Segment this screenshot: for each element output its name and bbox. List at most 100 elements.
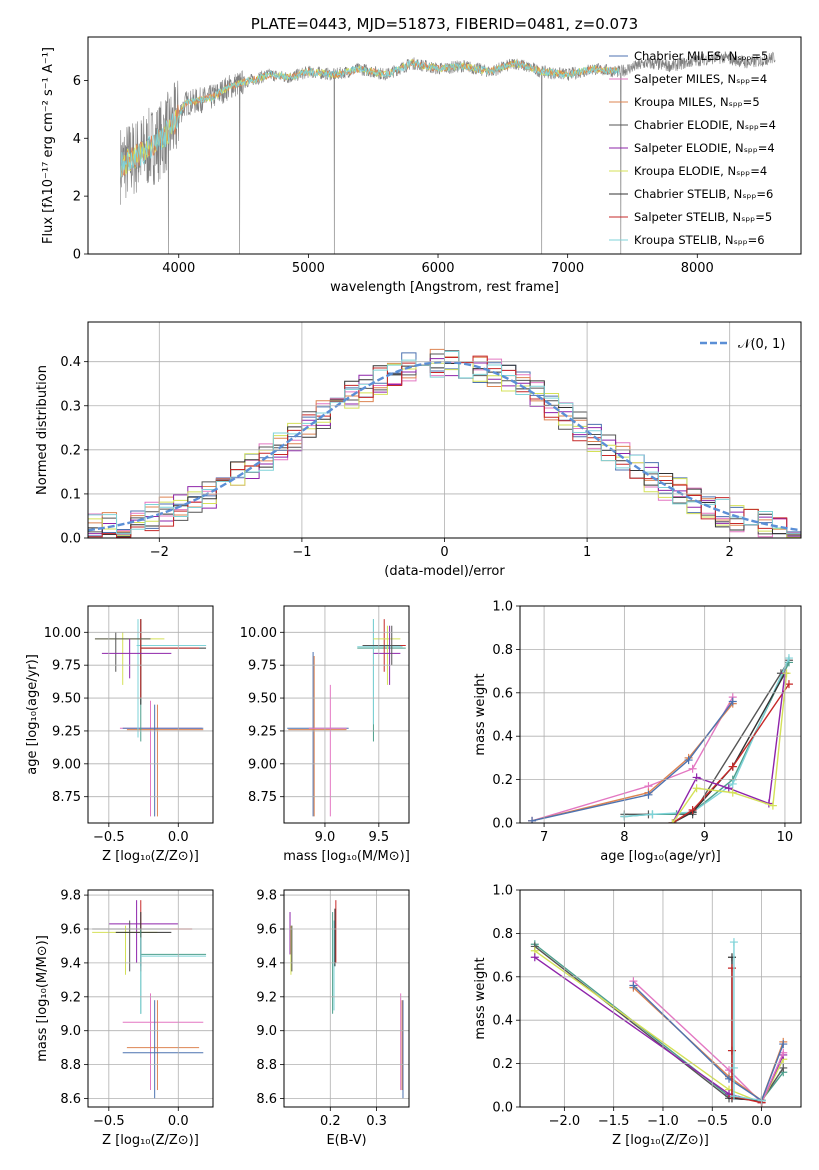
series-line (632, 984, 784, 1102)
data-point-marker (688, 805, 697, 814)
y-tick-label: 0.8 (492, 643, 513, 658)
data-point-marker (688, 764, 697, 773)
x-tick-label: 9.5 (368, 830, 389, 845)
y-tick-label: 8.75 (52, 790, 81, 805)
y-tick-label: 8.75 (248, 790, 277, 805)
series-line (534, 943, 784, 1102)
data-point-marker (782, 669, 791, 678)
legend-entry: 𝒩(0, 1) (738, 337, 785, 352)
data-point-marker (727, 953, 736, 962)
error-cross (357, 619, 406, 742)
x-tick-label: 8000 (681, 261, 714, 276)
x-tick-label: 7 (540, 830, 548, 845)
legend-entry: Salpeter ELODIE, Nₛₚₚ=4 (634, 141, 775, 155)
y-tick-label: 9.4 (256, 956, 277, 971)
series-line (671, 673, 786, 823)
x-tick-label: 5000 (292, 261, 325, 276)
x-axis-label: mass [log₁₀(M/M⊙)] (283, 849, 410, 864)
error-cross (122, 1000, 204, 1099)
x-tick-label: −0.5 (93, 830, 125, 845)
y-tick-label: 10.00 (240, 626, 277, 641)
data-point-marker (729, 938, 738, 947)
panel-age_vs_Z: −0.5 0.0 8.75 9.00 9.25 9.50 9.75 10.00 Z [log₁₀… (25, 605, 214, 864)
x-axis-label: Z [log₁₀(Z/Z⊙)] (612, 1133, 709, 1148)
data-point-marker (728, 697, 737, 706)
x-tick-label: −1.5 (598, 1114, 630, 1129)
x-tick-label: 0.0 (168, 830, 189, 845)
x-tick-label: 0 (440, 545, 448, 560)
series-line (672, 683, 790, 823)
error-cross (92, 920, 172, 972)
x-tick-label: 0.2 (320, 1114, 341, 1129)
data-point-marker (727, 964, 736, 973)
y-tick-label: 0.0 (492, 1101, 513, 1116)
data-point-marker (779, 1063, 788, 1072)
error-cross (101, 638, 172, 679)
error-cross (122, 993, 204, 1091)
error-cross (108, 900, 193, 972)
series-line (632, 987, 784, 1102)
plot-area (120, 51, 776, 254)
series-line (672, 672, 786, 823)
y-tick-label: 0.4 (492, 1014, 513, 1029)
panel-massweight_vs_Z: −2.0 −1.5 −1.0 −0.5 0.0 0.0 0.2 0.4 0.6 0.8 1.0 Z [… (473, 884, 802, 1148)
error-cross (126, 704, 204, 817)
panel-residuals: −2 −1 0 1 2 0.0 0.1 0.2 0.3 0.4 (data-model)/error… (35, 321, 802, 579)
data-point-marker (692, 773, 701, 782)
data-point-marker (528, 816, 537, 823)
y-tick-label: 1.0 (492, 600, 513, 615)
data-point-marker (779, 1040, 788, 1049)
data-point-marker (668, 819, 677, 823)
x-tick-label: 4000 (162, 261, 195, 276)
y-tick-label: 0.2 (492, 773, 513, 788)
axes-frame (519, 889, 802, 1108)
error-cross (287, 652, 349, 817)
x-tick-label: −1.0 (647, 1114, 679, 1129)
axes-frame (87, 36, 802, 255)
x-axis-label: (data-model)/error (384, 564, 505, 579)
series-line (531, 696, 734, 822)
data-point-marker (727, 1046, 736, 1055)
error-cross (140, 619, 200, 699)
x-tick-label: −1 (292, 545, 311, 560)
series-line (731, 957, 762, 1102)
y-tick-label: 9.25 (248, 724, 277, 739)
y-tick-label: 9.00 (52, 757, 81, 772)
y-tick-label: 9.4 (60, 956, 81, 971)
error-cross (108, 900, 179, 963)
data-point-marker (728, 779, 737, 788)
series-line (534, 945, 784, 1102)
plot-area (92, 900, 207, 1099)
y-tick-label: 9.6 (60, 922, 81, 937)
y-tick-label: 8.6 (60, 1092, 81, 1107)
y-tick-label: 0 (73, 248, 81, 263)
legend-entry: Salpeter STELIB, Nₛₚₚ=5 (634, 210, 772, 224)
y-tick-label: 0.2 (60, 443, 81, 458)
plot-area (287, 619, 406, 817)
normal-reference-curve (88, 360, 799, 532)
series-line (632, 980, 784, 1104)
y-tick-label: 9.0 (60, 1024, 81, 1039)
x-tick-label: 0.3 (366, 1114, 387, 1129)
y-tick-label: 0.1 (60, 487, 81, 502)
error-cross (122, 704, 204, 817)
panel-mass_vs_Z: −0.5 0.0 8.6 8.8 9.0 9.2 9.4 9.6 9.8 Z [log₁₀(Z/Z… (35, 889, 214, 1148)
axes-frame (283, 605, 410, 824)
error-cross (308, 684, 347, 817)
x-tick-label: 1 (583, 545, 591, 560)
y-axis-label: mass weight (473, 957, 488, 1039)
panel-massweight_vs_age: 7 8 9 10 0.0 0.2 0.4 0.6 0.8 1.0 age [log₁₀(age/yr… (473, 600, 802, 864)
panel-spectrum: 4000 5000 6000 7000 8000 0 2 4 6 wavelength [Angs… (41, 15, 802, 295)
y-tick-label: 10.00 (44, 626, 81, 641)
y-axis-label: mass weight (473, 673, 488, 755)
error-cross (119, 700, 202, 817)
y-tick-label: 9.75 (52, 659, 81, 674)
legend-entry: Chabrier MILES, Nₛₚₚ=5 (634, 49, 768, 63)
chart-title: PLATE=0443, MJD=51873, FIBERID=0481, z=0… (251, 15, 638, 33)
y-tick-label: 9.0 (256, 1024, 277, 1039)
data-point-marker (644, 790, 653, 799)
model-spectrum (120, 59, 620, 178)
y-tick-label: 8.8 (60, 1058, 81, 1073)
y-tick-label: 9.8 (60, 889, 81, 904)
axes-frame (87, 605, 214, 824)
